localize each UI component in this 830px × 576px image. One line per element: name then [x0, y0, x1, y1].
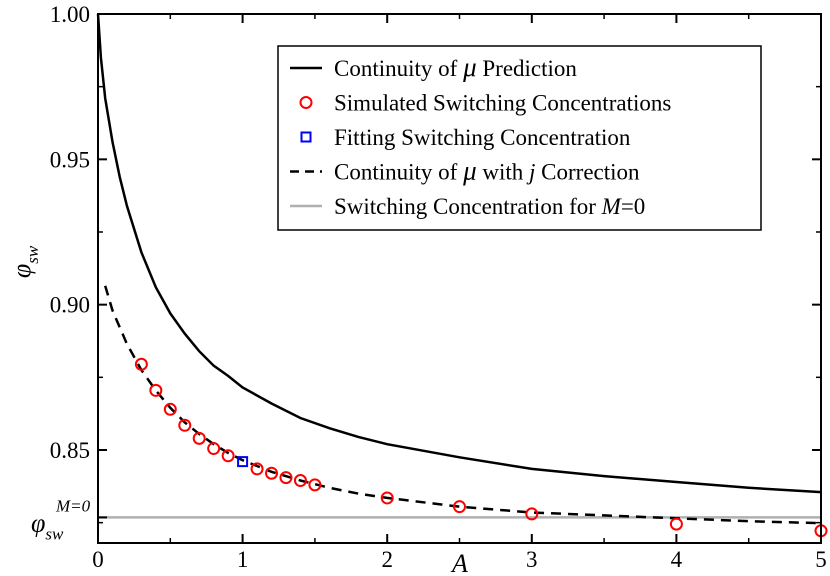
ticks: 0 1 2 3 4 5 0.85 0.90 0.95 1.00 φswM=0 [31, 2, 827, 572]
simulated-point [279, 471, 293, 485]
legend-label: Fitting Switching Concentration [334, 125, 631, 150]
x-tick-label: 2 [381, 547, 393, 572]
legend-box [277, 45, 762, 231]
continuity-of-prediction-line [96, 13, 822, 494]
legend-entry: Simulated Switching Concentrations [299, 91, 671, 116]
legend-entry: Continuity of μ Prediction [290, 52, 577, 82]
simulated-point [669, 517, 683, 531]
x-tick-label: 1 [237, 547, 249, 572]
fitting-point [237, 456, 249, 468]
x-axis-title: A [450, 549, 468, 576]
continuity-of-with-j-correction-line [104, 285, 822, 525]
x-tick-label: 3 [526, 547, 538, 572]
svg-text:φsw: φsw [7, 245, 42, 278]
legend-entry: Switching Concentration for M=0 [290, 194, 645, 219]
plot-area [96, 13, 828, 538]
simulated-point [293, 474, 307, 488]
legend: Continuity of μ Prediction Simulated Swit… [277, 45, 762, 231]
simulated-point [221, 449, 235, 463]
y-tick-label: 0.95 [50, 147, 90, 172]
legend-swatch [299, 96, 313, 109]
legend-label: Simulated Switching Concentrations [334, 91, 671, 116]
simulated-point [192, 431, 206, 445]
simulated-point [250, 462, 264, 476]
legend-label: Switching Concentration for M=0 [334, 194, 645, 219]
x-tick-label: 5 [815, 547, 827, 572]
y-tick-label: 0.90 [50, 293, 90, 318]
simulated-point [163, 402, 177, 416]
simulated-point [149, 383, 163, 397]
simulated-point [134, 357, 148, 371]
simulated-point [308, 478, 322, 492]
x-tick-label: 4 [671, 547, 683, 572]
simulated-point [207, 442, 221, 456]
y-tick-label: 1.00 [50, 2, 90, 27]
simulated-point [380, 491, 394, 505]
y-tick-label: 0.85 [50, 438, 90, 463]
simulated-point [525, 507, 539, 521]
y-axis-title: φsw [7, 245, 42, 278]
legend-swatch [300, 131, 312, 143]
x-tick-label: 0 [92, 547, 104, 572]
simulated-point [178, 418, 192, 432]
legend-label: Continuity of μ Prediction [334, 52, 577, 82]
y-tick-label-m0: φswM=0 [31, 496, 91, 543]
simulated-point [453, 500, 466, 514]
legend-label: Continuity of μ with j Correction [334, 156, 640, 186]
legend-entry: Fitting Switching Concentration [300, 125, 631, 150]
legend-entry: Continuity of μ with j Correction [290, 156, 640, 186]
simulated-point [265, 466, 279, 480]
